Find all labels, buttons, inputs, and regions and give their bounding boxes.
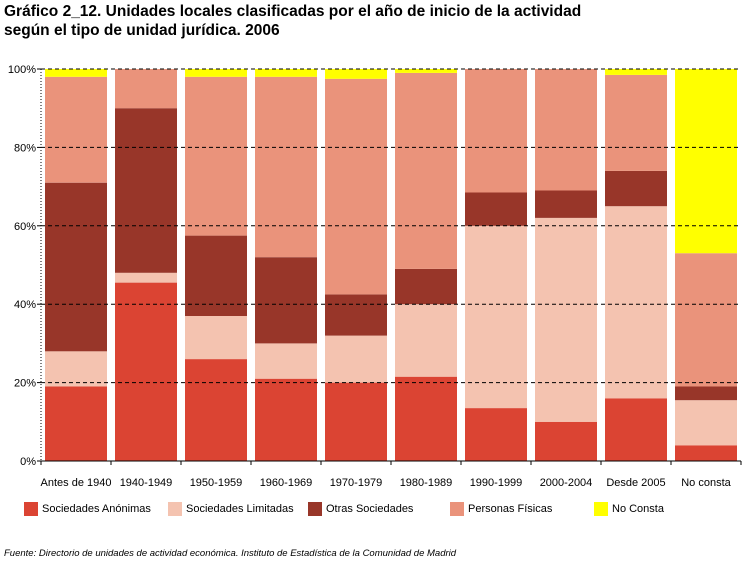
chart-subtitle: según el tipo de unidad jurídica. 2006 [4,22,280,39]
bar-segment-9-0 [675,445,737,461]
legend-swatch-0 [24,502,38,516]
bar-segment-8-1 [605,206,667,399]
legend-item-3: Personas Físicas [450,502,552,516]
bar-segment-7-3 [535,69,597,191]
legend-item-0: Sociedades Anónimas [24,502,151,516]
bar-segment-3-4 [255,69,317,77]
bar-segment-3-0 [255,378,317,461]
bar-segment-5-1 [395,304,457,377]
bar-segment-8-2 [605,170,667,207]
bar-segment-2-4 [185,69,247,77]
legend-label-0: Sociedades Anónimas [42,503,151,515]
bar-segment-4-4 [325,69,387,79]
bar-segment-1-3 [115,69,177,109]
x-tick-label-2: 1950-1959 [190,477,243,489]
x-tick-label-8: Desde 2005 [606,477,665,489]
legend-swatch-3 [450,502,464,516]
bar-segment-5-3 [395,72,457,269]
stacked-bar-chart: Antes de 1940 1940-1949 1950-1959 1960-1969… [8,64,742,489]
bar-segment-1-1 [115,272,177,283]
legend-swatch-2 [308,502,322,516]
bar-segment-4-3 [325,78,387,295]
bar-segment-8-0 [605,398,667,461]
y-tick-label-0: 0% [20,456,36,468]
y-tick-label-4: 80% [14,142,36,154]
legend-swatch-4 [594,502,608,516]
legend-swatch-1 [168,502,182,516]
bar-segment-3-2 [255,257,317,344]
legend-label-1: Sociedades Limitadas [186,503,294,515]
bar-segment-2-2 [185,235,247,316]
x-tick-label-6: 1990-1999 [470,477,523,489]
bar-segment-4-2 [325,294,387,336]
legend-label-4: No Consta [612,503,664,515]
bar-segment-6-0 [465,408,527,461]
bar-segment-9-1 [675,400,737,446]
bar-segment-8-3 [605,74,667,171]
x-tick-label-3: 1960-1969 [260,477,313,489]
bar-segment-0-3 [45,76,107,183]
bar-segment-7-2 [535,190,597,218]
chart-legend: Sociedades Anónimas Sociedades Limitadas O… [0,502,748,522]
chart-title: Gráfico 2_12. Unidades locales clasifica… [4,3,582,20]
legend-label-3: Personas Físicas [468,503,553,515]
bar-segment-3-3 [255,76,317,258]
bar-segment-4-1 [325,335,387,383]
bar-segment-0-2 [45,182,107,352]
x-tick-label-7: 2000-2004 [540,477,593,489]
y-tick-label-2: 40% [14,299,36,311]
bar-segment-7-1 [535,218,597,422]
bar-segment-6-1 [465,225,527,409]
bar-segment-1-2 [115,108,177,273]
bar-segment-2-0 [185,359,247,461]
y-tick-label-1: 20% [14,378,36,390]
y-tick-label-5: 100% [8,64,36,76]
bar-segment-6-2 [465,192,527,226]
x-tick-label-5: 1980-1989 [400,477,453,489]
bar-segment-8-4 [605,69,667,75]
x-tick-label-0: Antes de 1940 [41,477,112,489]
bar-segment-9-3 [675,253,737,387]
x-tick-label-9: No consta [681,477,731,489]
legend-label-2: Otras Sociedades [326,503,414,515]
bar-segment-9-2 [675,386,737,401]
source-note: Fuente: Directorio de unidades de activi… [4,548,457,559]
bar-segment-4-0 [325,382,387,461]
bar-segment-7-0 [535,421,597,461]
bar-segment-6-3 [465,69,527,193]
x-tick-label-1: 1940-1949 [120,477,173,489]
y-tick-label-3: 60% [14,221,36,233]
legend-item-4: No Consta [594,502,664,516]
bar-segment-2-1 [185,316,247,360]
bar-segment-3-1 [255,343,317,379]
bar-segment-2-3 [185,76,247,236]
bar-segment-5-4 [395,69,457,73]
bar-segment-0-0 [45,386,107,461]
bar-segment-5-2 [395,268,457,305]
chart-title-block: Gráfico 2_12. Unidades locales clasifica… [4,2,581,40]
bar-segment-1-0 [115,282,177,461]
bar-segment-0-4 [45,69,107,77]
x-tick-label-4: 1970-1979 [330,477,383,489]
legend-item-2: Otras Sociedades [308,502,413,516]
legend-item-1: Sociedades Limitadas [168,502,294,516]
bar-segment-0-1 [45,351,107,387]
bar-segment-5-0 [395,376,457,461]
bar-segment-9-4 [675,69,737,254]
